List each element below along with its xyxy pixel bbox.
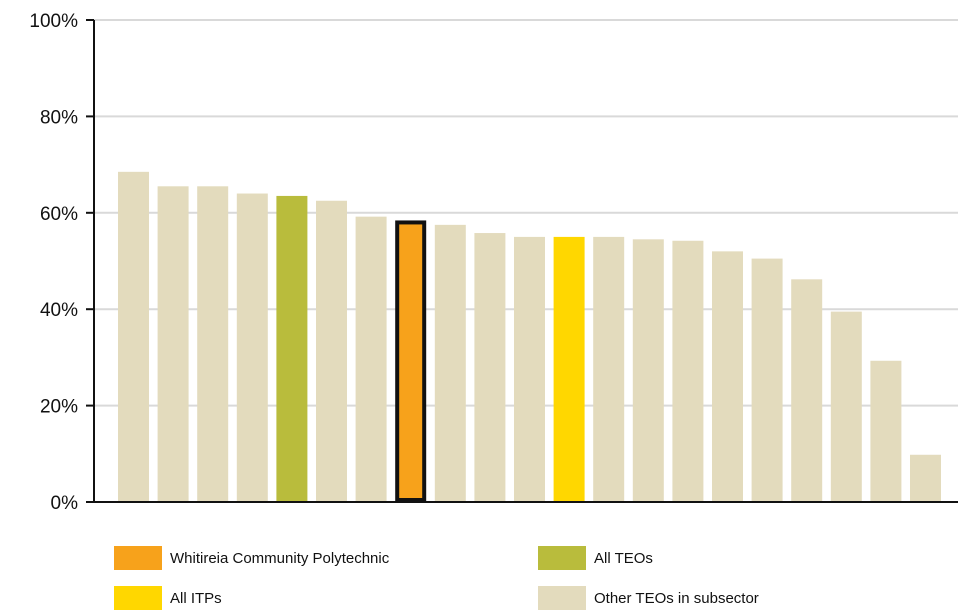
bar-all_teos xyxy=(276,195,308,502)
bar-other xyxy=(434,224,466,502)
bar-other xyxy=(514,236,545,502)
bar-other xyxy=(712,251,743,502)
bar-other xyxy=(672,240,704,503)
axes xyxy=(93,20,958,503)
bar-other xyxy=(830,311,862,502)
bar-other xyxy=(751,258,783,502)
y-tick-label: 0% xyxy=(51,493,79,514)
bar-other xyxy=(870,360,902,502)
bars xyxy=(118,171,941,503)
bar-all_itps xyxy=(553,236,585,502)
y-tick-label: 40% xyxy=(40,300,78,321)
y-tick-label: 60% xyxy=(40,204,78,225)
bar-other xyxy=(236,193,268,502)
bar-other xyxy=(355,216,387,502)
y-tick-label: 80% xyxy=(40,107,78,128)
bar-other xyxy=(118,171,149,502)
bar-other xyxy=(157,186,189,503)
bar-other xyxy=(197,186,229,503)
bar-other xyxy=(316,200,347,502)
bar-other xyxy=(632,239,664,502)
bar-whitireia xyxy=(395,220,427,502)
y-tick-label: 20% xyxy=(40,397,78,418)
bar-other xyxy=(474,233,506,502)
bar-other xyxy=(593,236,625,502)
y-tick-labels: 0% 20% 40% 60% 80% 100% xyxy=(29,11,94,514)
bar-other xyxy=(910,454,941,502)
bar-other xyxy=(791,279,823,502)
y-tick-label: 100% xyxy=(29,11,78,32)
